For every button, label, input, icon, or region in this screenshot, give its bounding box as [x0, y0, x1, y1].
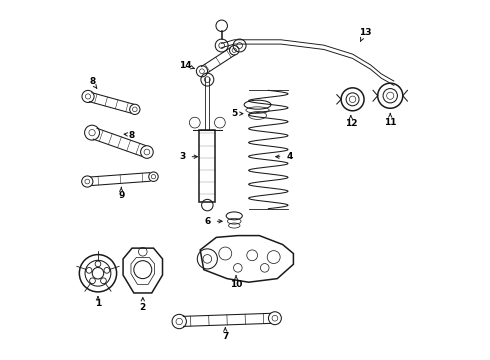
Text: 4: 4: [287, 152, 293, 161]
Text: 3: 3: [179, 152, 185, 161]
Text: 14: 14: [179, 61, 192, 70]
Text: 2: 2: [140, 303, 146, 312]
Text: 1: 1: [95, 299, 101, 308]
Text: 11: 11: [384, 118, 396, 127]
Text: 8: 8: [90, 77, 96, 86]
Text: 12: 12: [344, 119, 357, 128]
Text: 5: 5: [231, 109, 237, 118]
Text: 13: 13: [359, 28, 371, 37]
Text: 10: 10: [230, 280, 242, 289]
Text: 8: 8: [129, 131, 135, 140]
Text: 6: 6: [204, 217, 211, 226]
Text: 7: 7: [222, 332, 228, 341]
Text: 9: 9: [118, 190, 124, 199]
